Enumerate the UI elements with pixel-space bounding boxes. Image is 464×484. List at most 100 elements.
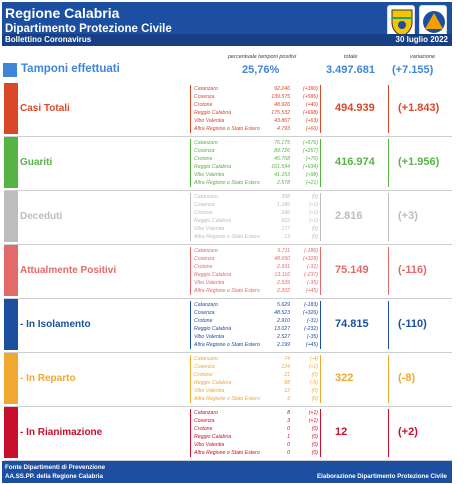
section-label: Guariti (20, 157, 53, 168)
detail-row: Catanzaro 76.175 (+576) (192, 140, 320, 148)
detail-change: (+66) (305, 126, 318, 132)
detail-row: Vibo Valentia 177 (0) (192, 226, 320, 234)
detail-row: Cosenza 48.523 (+326) (192, 310, 320, 318)
detail-row: Crotone 0 (0) (192, 426, 320, 434)
detail-row: Vibo Valentia 43.867 (+63) (192, 118, 320, 126)
detail-province: Vibo Valentia (194, 388, 225, 394)
section-details: Catanzaro 398 (0) Cosenza 1.186 (+1) Crotone 24… (192, 191, 320, 245)
detail-row: Reggio Calabria 175.532 (+698) (192, 110, 320, 118)
tamponi-variation: (+7.155) (392, 64, 434, 76)
column-separator (388, 85, 389, 133)
tamponi-label: Tamponi effettuati (21, 63, 120, 75)
detail-province: Reggio Calabria (194, 380, 232, 386)
column-separator (388, 355, 389, 403)
detail-row: Crotone 2.931 (-31) (192, 264, 320, 272)
row-divider (4, 136, 452, 137)
column-separator (388, 409, 389, 457)
detail-row: Catanzaro 5.629 (-183) (192, 302, 320, 310)
section-label: Casi Totali (20, 103, 70, 114)
section-details: Catanzaro 92.246 (+390) Cosenza 139.575 (+586… (192, 83, 320, 137)
detail-value: 92.246 (274, 86, 290, 92)
detail-value: 0 (287, 442, 290, 448)
section-color-bar (4, 191, 18, 242)
section-total: 75.149 (335, 264, 369, 276)
detail-change: (+1) (308, 218, 318, 224)
detail-row: Crotone 45.768 (+70) (192, 156, 320, 164)
detail-row: Crotone 2.910 (-31) (192, 318, 320, 326)
detail-change: (+45) (305, 288, 318, 294)
section-details: Catanzaro 74 (-4) Cosenza 124 (+1) Crotone 21 (0… (192, 353, 320, 407)
detail-change: (+576) (302, 140, 318, 146)
detail-change: (0) (311, 434, 318, 440)
detail-province: Altra Regione o Stato Estero (194, 396, 260, 402)
section-total: 494.939 (335, 102, 375, 114)
footer-credit: Elaborazione Dipartimento Protezione Civ… (317, 473, 447, 480)
detail-value: 48.650 (274, 256, 290, 262)
detail-change: (-31) (307, 264, 318, 270)
detail-province: Catanzaro (194, 302, 218, 308)
detail-change: (-183) (304, 302, 318, 308)
detail-value: 1 (287, 434, 290, 440)
detail-value: 41.153 (274, 172, 290, 178)
column-separator (388, 139, 389, 187)
column-separator (320, 301, 321, 349)
detail-row: Cosenza 48.650 (+328) (192, 256, 320, 264)
detail-value: 177 (281, 226, 290, 232)
detail-row: Catanzaro 5.711 (-186) (192, 248, 320, 256)
detail-province: Vibo Valentia (194, 280, 225, 286)
detail-change: (-31) (307, 318, 318, 324)
detail-change: (0) (311, 226, 318, 232)
detail-change: (+257) (302, 148, 318, 154)
detail-value: 175.532 (271, 110, 290, 116)
detail-change: (-5) (309, 380, 318, 386)
detail-change: (-186) (304, 248, 318, 254)
detail-province: Crotone (194, 210, 213, 216)
detail-province: Reggio Calabria (194, 434, 232, 440)
detail-row: Cosenza 124 (+1) (192, 364, 320, 372)
row-divider (4, 244, 452, 245)
detail-change: (+1) (308, 202, 318, 208)
detail-row: Vibo Valentia 41.153 (+98) (192, 172, 320, 180)
detail-value: 2.910 (277, 318, 290, 324)
detail-province: Reggio Calabria (194, 326, 232, 332)
detail-change: (-4) (309, 356, 318, 362)
detail-row: Cosenza 89.726 (+257) (192, 148, 320, 156)
tamponi-total: 3.497.681 (326, 64, 375, 76)
detail-change: (0) (311, 194, 318, 200)
detail-value: 124 (281, 364, 290, 370)
column-header-percentage: percentuale tamponi positivi (228, 54, 297, 60)
detail-row: Crotone 21 (0) (192, 372, 320, 380)
section-total: 2.816 (335, 210, 363, 222)
detail-row: Altra Regione o Stato Estero 0 (0) (192, 450, 320, 458)
detail-province: Altra Regione o Stato Estero (194, 450, 260, 456)
detail-value: 822 (281, 218, 290, 224)
detail-row: Reggio Calabria 1 (0) (192, 434, 320, 442)
column-separator (388, 301, 389, 349)
detail-row: Altra Regione o Stato Estero 2.202 (+45) (192, 288, 320, 296)
bulletin-bar: Bollettino Coronavirus 30 luglio 2022 (2, 34, 452, 46)
section-reparto: - In Reparto Catanzaro 74 (-4) Cosenza 124 (+1… (2, 353, 452, 407)
detail-value: 74 (284, 356, 290, 362)
section-color-bar (4, 353, 18, 404)
section-total: 74.815 (335, 318, 369, 330)
detail-value: 2.199 (277, 342, 290, 348)
detail-change: (+934) (302, 164, 318, 170)
detail-province: Catanzaro (194, 356, 218, 362)
column-separator (190, 301, 191, 349)
detail-change: (-232) (304, 326, 318, 332)
section-total: 12 (335, 426, 348, 438)
footer-source-1: Fonte Dipartimenti di Prevenzione (5, 464, 106, 471)
detail-change: (+1) (308, 410, 318, 416)
detail-province: Reggio Calabria (194, 164, 232, 170)
detail-value: 12 (284, 388, 290, 394)
column-separator (320, 355, 321, 403)
detail-row: Crotone 246 (+1) (192, 210, 320, 218)
detail-value: 2.539 (277, 280, 290, 286)
detail-province: Altra Regione o Stato Estero (194, 126, 260, 132)
column-separator (190, 409, 191, 457)
detail-value: 2.578 (277, 180, 290, 186)
bulletin-date: 30 luglio 2022 (395, 35, 448, 44)
detail-province: Altra Regione o Stato Estero (194, 180, 260, 186)
detail-change: (+70) (305, 156, 318, 162)
detail-value: 0 (287, 450, 290, 456)
